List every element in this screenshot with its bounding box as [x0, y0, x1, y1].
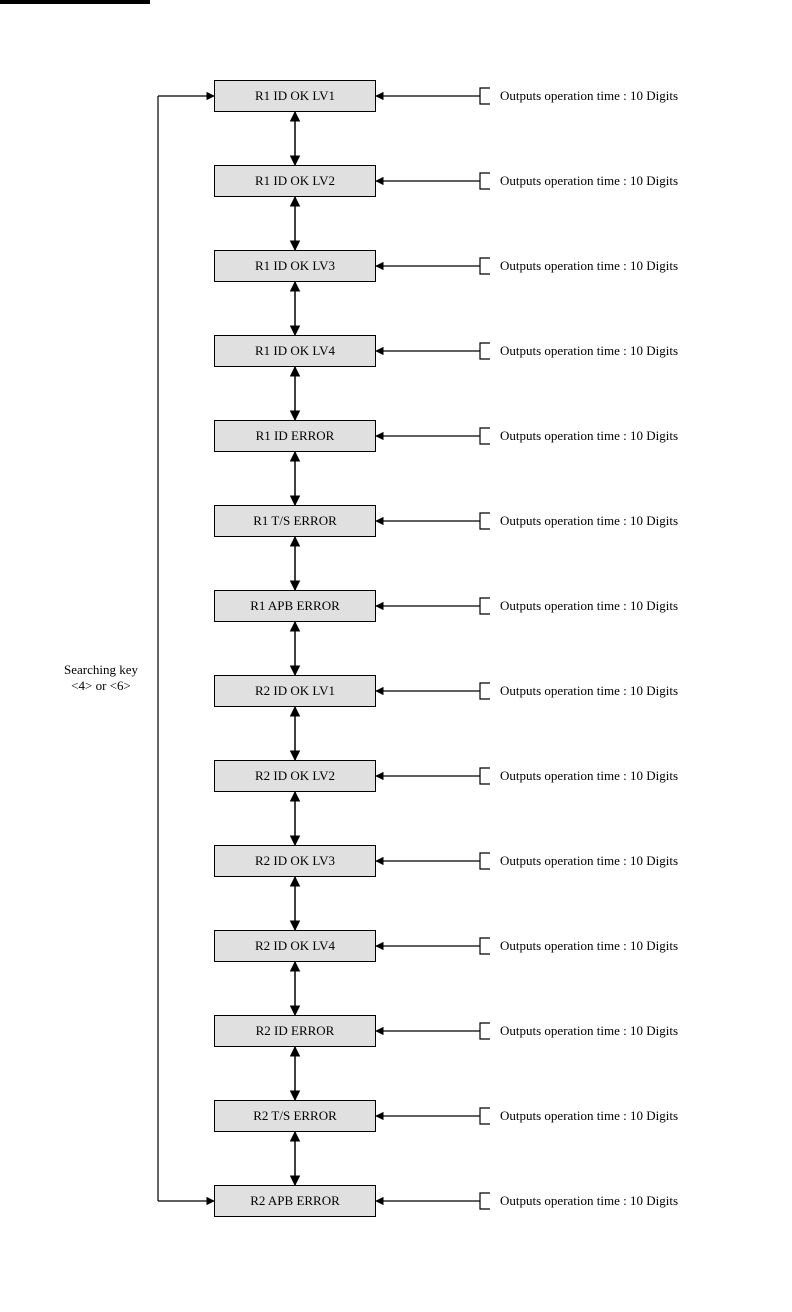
annotation-r1-id-ok-lv4: Outputs operation time : 10 Digits — [500, 343, 678, 359]
annotation-r2-id-ok-lv2: Outputs operation time : 10 Digits — [500, 768, 678, 784]
searching-key-line2: <4> or <6> — [71, 678, 131, 693]
node-r1-id-error: R1 ID ERROR — [214, 420, 376, 452]
node-label: R2 T/S ERROR — [253, 1108, 337, 1124]
annotation-r1-id-ok-lv2: Outputs operation time : 10 Digits — [500, 173, 678, 189]
annotation-r1-id-ok-lv3: Outputs operation time : 10 Digits — [500, 258, 678, 274]
node-r2-id-ok-lv4: R2 ID OK LV4 — [214, 930, 376, 962]
node-label: R1 ID OK LV3 — [255, 258, 335, 274]
node-label: R1 ID OK LV2 — [255, 173, 335, 189]
node-label: R2 ID OK LV3 — [255, 853, 335, 869]
annotation-r2-id-error: Outputs operation time : 10 Digits — [500, 1023, 678, 1039]
node-label: R2 ID ERROR — [256, 1023, 335, 1039]
annotation-r2-apb-error: Outputs operation time : 10 Digits — [500, 1193, 678, 1209]
node-r1-id-ok-lv3: R1 ID OK LV3 — [214, 250, 376, 282]
searching-key-label: Searching key <4> or <6> — [56, 662, 146, 693]
annotation-r2-id-ok-lv1: Outputs operation time : 10 Digits — [500, 683, 678, 699]
node-r2-id-ok-lv3: R2 ID OK LV3 — [214, 845, 376, 877]
node-r2-id-error: R2 ID ERROR — [214, 1015, 376, 1047]
node-label: R2 APB ERROR — [250, 1193, 340, 1209]
node-r1-apb-error: R1 APB ERROR — [214, 590, 376, 622]
annotation-r2-id-ok-lv4: Outputs operation time : 10 Digits — [500, 938, 678, 954]
node-r2-id-ok-lv1: R2 ID OK LV1 — [214, 675, 376, 707]
node-label: R2 ID OK LV4 — [255, 938, 335, 954]
annotation-r1-id-error: Outputs operation time : 10 Digits — [500, 428, 678, 444]
node-r1-ts-error: R1 T/S ERROR — [214, 505, 376, 537]
node-label: R1 APB ERROR — [250, 598, 340, 614]
annotation-r2-ts-error: Outputs operation time : 10 Digits — [500, 1108, 678, 1124]
node-r1-id-ok-lv2: R1 ID OK LV2 — [214, 165, 376, 197]
node-label: R2 ID OK LV1 — [255, 683, 335, 699]
node-r1-id-ok-lv1: R1 ID OK LV1 — [214, 80, 376, 112]
node-label: R1 ID ERROR — [256, 428, 335, 444]
node-r1-id-ok-lv4: R1 ID OK LV4 — [214, 335, 376, 367]
top-border — [0, 0, 150, 4]
annotation-r1-ts-error: Outputs operation time : 10 Digits — [500, 513, 678, 529]
annotation-r1-apb-error: Outputs operation time : 10 Digits — [500, 598, 678, 614]
node-label: R2 ID OK LV2 — [255, 768, 335, 784]
annotation-r1-id-ok-lv1: Outputs operation time : 10 Digits — [500, 88, 678, 104]
node-label: R1 ID OK LV1 — [255, 88, 335, 104]
node-r2-ts-error: R2 T/S ERROR — [214, 1100, 376, 1132]
node-label: R1 ID OK LV4 — [255, 343, 335, 359]
node-r2-apb-error: R2 APB ERROR — [214, 1185, 376, 1217]
node-r2-id-ok-lv2: R2 ID OK LV2 — [214, 760, 376, 792]
annotation-r2-id-ok-lv3: Outputs operation time : 10 Digits — [500, 853, 678, 869]
searching-key-line1: Searching key — [64, 662, 138, 677]
node-label: R1 T/S ERROR — [253, 513, 337, 529]
